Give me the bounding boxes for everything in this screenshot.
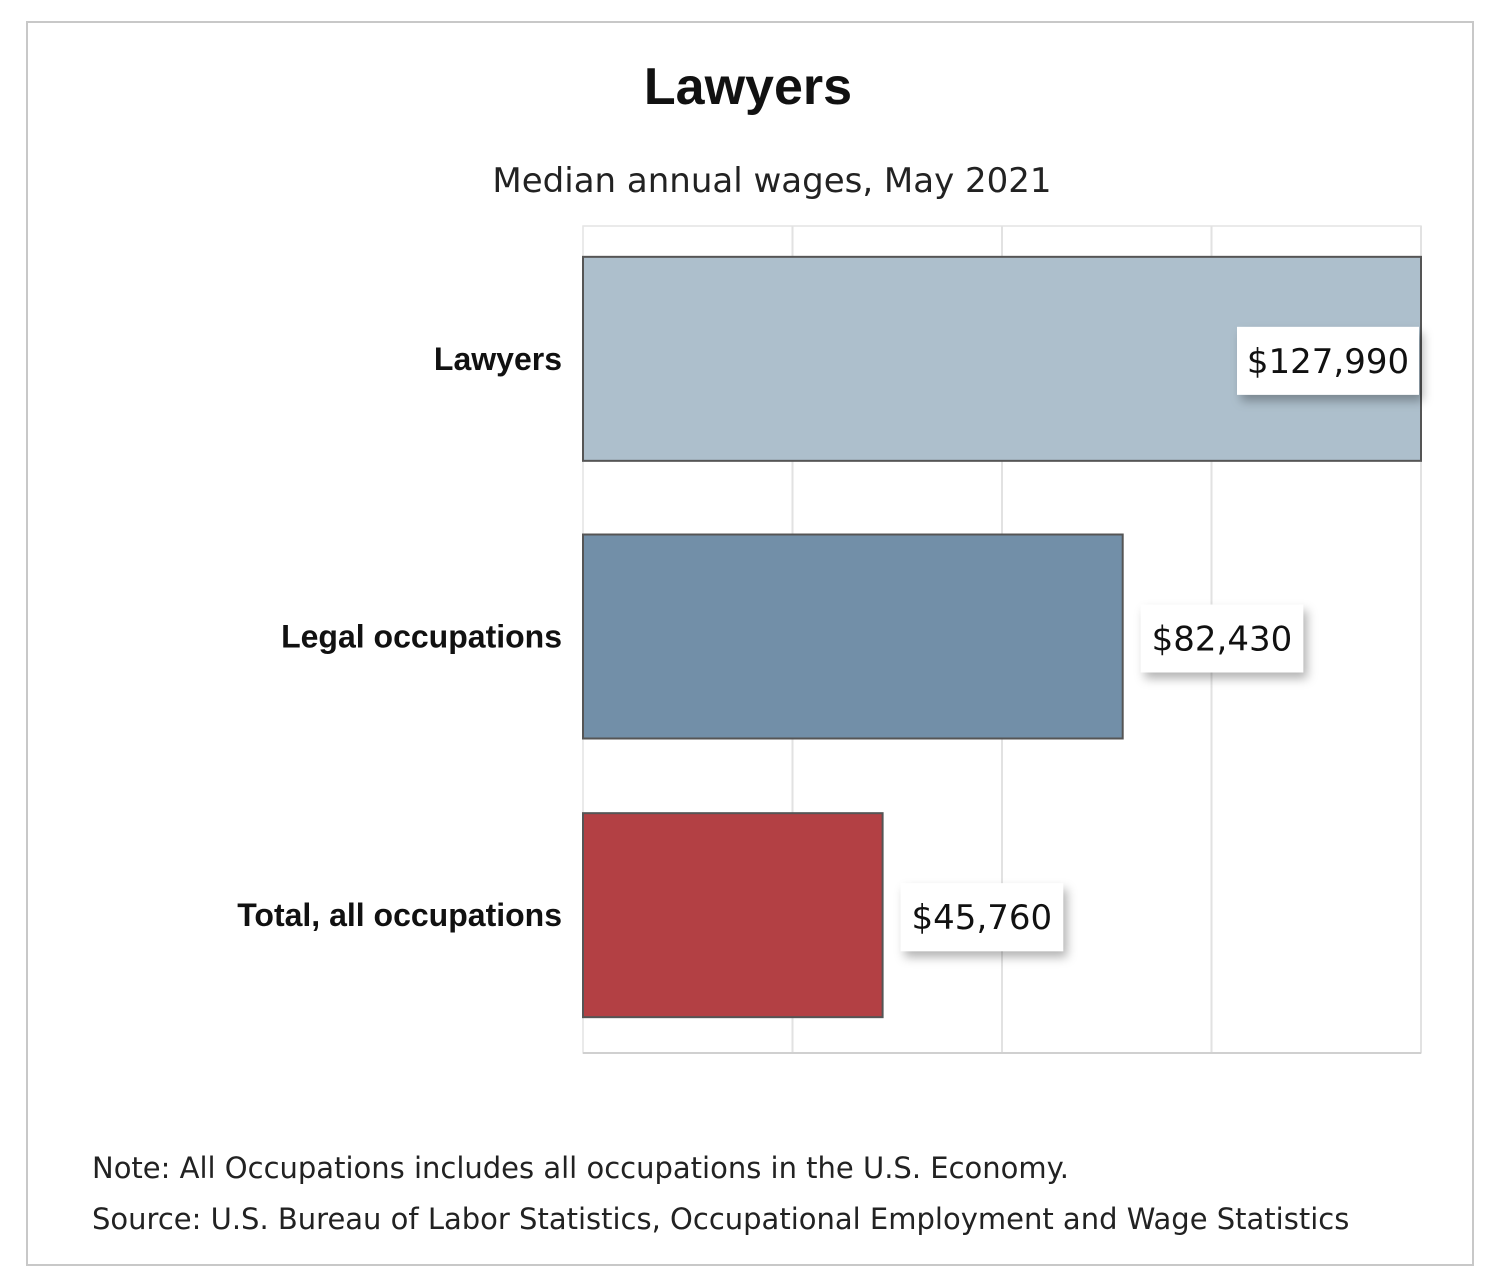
chart-source: Source: U.S. Bureau of Labor Statistics,… [92, 1202, 1349, 1236]
chart-subtitle: Median annual wages, May 2021 [492, 161, 1051, 201]
category-label: Total, all occupations [237, 897, 562, 933]
bar [582, 812, 884, 1019]
category-label: Legal occupations [281, 619, 562, 655]
data-label: $127,990 [1247, 342, 1409, 382]
bar [582, 533, 1124, 740]
data-label: $82,430 [1152, 620, 1293, 660]
chart-title: Lawyers [644, 58, 852, 116]
data-label: $45,760 [912, 898, 1053, 938]
data-label-box [900, 883, 1064, 952]
data-label-box [1140, 604, 1304, 673]
data-label-box [1237, 326, 1419, 395]
chart-note: Note: All Occupations includes all occup… [92, 1151, 1069, 1185]
category-label: Lawyers [434, 341, 562, 377]
